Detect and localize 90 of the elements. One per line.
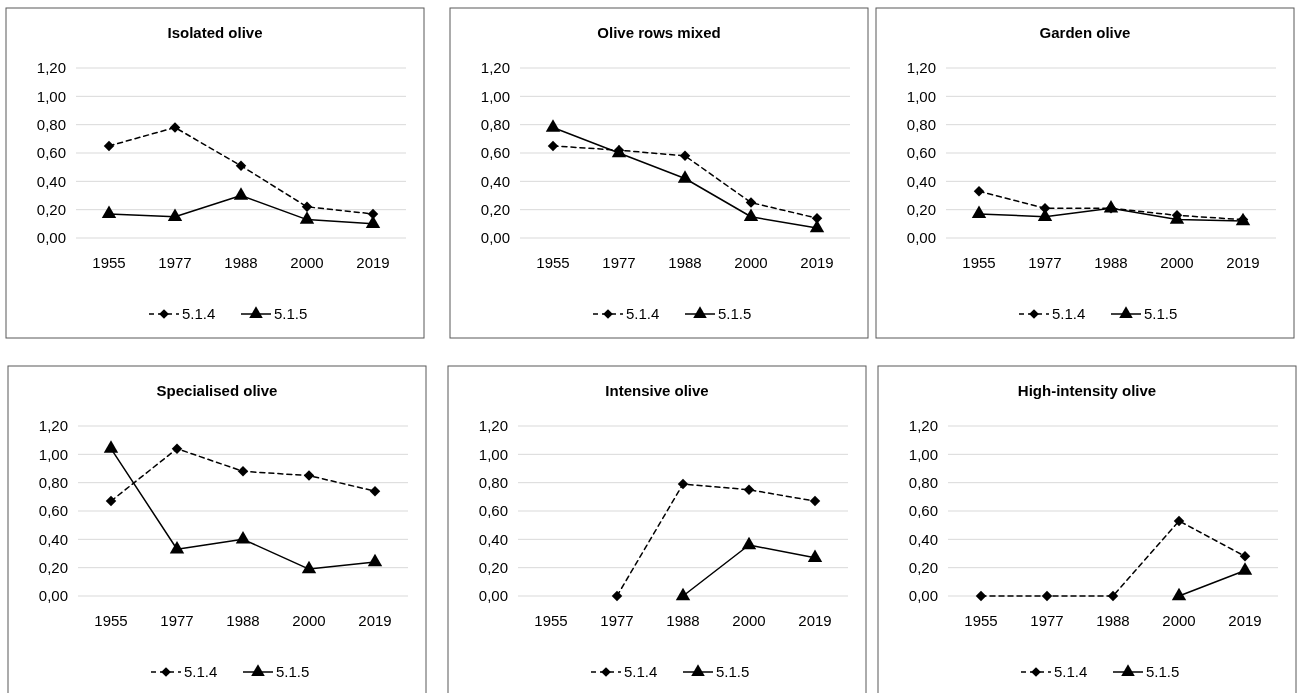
legend-label: 5.1.4: [1054, 663, 1088, 681]
x-tick-label: 1977: [160, 612, 194, 629]
y-tick-label: 0,60: [480, 144, 510, 162]
x-tick-label: 1988: [224, 254, 258, 271]
y-tick-label: 1,20: [478, 417, 508, 435]
x-tick-label: 2019: [358, 612, 392, 629]
y-tick-label: 0,40: [906, 172, 936, 190]
x-tick-label: 2019: [798, 612, 832, 629]
x-tick-label: 1955: [964, 612, 998, 629]
x-tick-label: 1955: [534, 612, 568, 629]
legend-label: 5.1.5: [716, 663, 750, 681]
chart-title: Olive rows mixed: [597, 24, 721, 41]
x-tick-label: 1955: [94, 612, 128, 629]
y-tick-label: 0,20: [480, 200, 510, 218]
y-tick-label: 1,20: [908, 417, 938, 435]
legend-label: 5.1.4: [182, 305, 216, 323]
chart-title: High-intensity olive: [1017, 382, 1157, 399]
chart-title: Garden olive: [1039, 24, 1131, 41]
legend-label: 5.1.5: [1146, 663, 1180, 681]
y-tick-label: 0,20: [38, 558, 68, 576]
legend-label: 5.1.5: [274, 305, 308, 323]
x-tick-label: 2019: [800, 254, 834, 271]
x-tick-label: 2019: [356, 254, 390, 271]
legend-label: 5.1.4: [624, 663, 658, 681]
y-tick-label: 1,20: [36, 59, 66, 77]
x-tick-label: 1988: [1096, 612, 1130, 629]
x-tick-label: 2000: [734, 254, 768, 271]
y-tick-label: 1,20: [906, 59, 936, 77]
y-tick-label: 1,00: [906, 87, 936, 105]
y-tick-label: 0,20: [36, 200, 66, 218]
y-tick-label: 0,80: [478, 473, 508, 491]
x-tick-label: 1988: [226, 612, 260, 629]
y-tick-label: 0,80: [38, 473, 68, 491]
legend-label: 5.1.4: [626, 305, 660, 323]
legend-label: 5.1.5: [718, 305, 752, 323]
y-tick-label: 0,00: [906, 229, 936, 247]
y-tick-label: 1,20: [38, 417, 68, 435]
legend-label: 5.1.4: [184, 663, 218, 681]
y-tick-label: 0,00: [478, 587, 508, 605]
y-tick-label: 1,00: [478, 445, 508, 463]
x-tick-label: 1988: [666, 612, 700, 629]
y-tick-label: 0,80: [480, 115, 510, 133]
x-tick-label: 1977: [600, 612, 634, 629]
chart-title: Intensive olive: [605, 382, 709, 399]
x-tick-label: 2000: [290, 254, 324, 271]
y-tick-label: 1,20: [480, 59, 510, 77]
y-tick-label: 0,60: [36, 144, 66, 162]
y-tick-label: 0,40: [38, 530, 68, 548]
x-tick-label: 1977: [158, 254, 192, 271]
x-tick-label: 1955: [92, 254, 126, 271]
x-tick-label: 2019: [1228, 612, 1262, 629]
y-tick-label: 0,00: [38, 587, 68, 605]
y-tick-label: 1,00: [38, 445, 68, 463]
x-tick-label: 1977: [1028, 254, 1062, 271]
chart-title: Specialised olive: [156, 382, 278, 399]
x-tick-label: 1977: [1030, 612, 1064, 629]
y-tick-label: 0,40: [36, 172, 66, 190]
y-tick-label: 1,00: [480, 87, 510, 105]
x-tick-label: 1977: [602, 254, 636, 271]
x-tick-label: 1988: [668, 254, 702, 271]
y-tick-label: 0,20: [908, 558, 938, 576]
y-tick-label: 1,00: [36, 87, 66, 105]
x-tick-label: 2000: [1160, 254, 1194, 271]
y-tick-label: 0,00: [908, 587, 938, 605]
legend-label: 5.1.5: [1144, 305, 1178, 323]
y-tick-label: 1,00: [908, 445, 938, 463]
x-tick-label: 2000: [732, 612, 766, 629]
chart-title: Isolated olive: [167, 24, 263, 41]
y-tick-label: 0,00: [480, 229, 510, 247]
x-tick-label: 2000: [1162, 612, 1196, 629]
y-tick-label: 0,80: [908, 473, 938, 491]
y-tick-label: 0,60: [908, 502, 938, 520]
legend-label: 5.1.4: [1052, 305, 1086, 323]
y-tick-label: 0,40: [908, 530, 938, 548]
legend-label: 5.1.5: [276, 663, 310, 681]
x-tick-label: 2019: [1226, 254, 1260, 271]
y-tick-label: 0,40: [480, 172, 510, 190]
y-tick-label: 0,40: [478, 530, 508, 548]
y-tick-label: 0,20: [478, 558, 508, 576]
x-tick-label: 1988: [1094, 254, 1128, 271]
y-tick-label: 0,20: [906, 200, 936, 218]
y-tick-label: 0,60: [38, 502, 68, 520]
y-tick-label: 0,00: [36, 229, 66, 247]
y-tick-label: 0,80: [36, 115, 66, 133]
y-tick-label: 0,60: [906, 144, 936, 162]
x-tick-label: 2000: [292, 612, 326, 629]
x-tick-label: 1955: [962, 254, 996, 271]
x-tick-label: 1955: [536, 254, 570, 271]
y-tick-label: 0,60: [478, 502, 508, 520]
y-tick-label: 0,80: [906, 115, 936, 133]
